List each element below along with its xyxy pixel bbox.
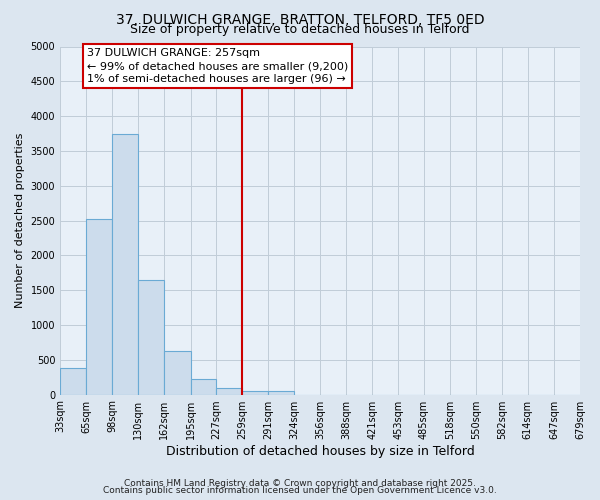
Bar <box>242 391 268 394</box>
Bar <box>112 134 138 394</box>
Bar <box>164 351 191 395</box>
Bar <box>216 388 242 394</box>
Text: 37, DULWICH GRANGE, BRATTON, TELFORD, TF5 0ED: 37, DULWICH GRANGE, BRATTON, TELFORD, TF… <box>116 12 484 26</box>
Bar <box>191 379 216 394</box>
X-axis label: Distribution of detached houses by size in Telford: Distribution of detached houses by size … <box>166 444 475 458</box>
Text: 37 DULWICH GRANGE: 257sqm
← 99% of detached houses are smaller (9,200)
1% of sem: 37 DULWICH GRANGE: 257sqm ← 99% of detac… <box>87 48 348 84</box>
Text: Contains HM Land Registry data © Crown copyright and database right 2025.: Contains HM Land Registry data © Crown c… <box>124 478 476 488</box>
Bar <box>138 280 164 394</box>
Bar <box>86 219 112 394</box>
Y-axis label: Number of detached properties: Number of detached properties <box>15 133 25 308</box>
Text: Contains public sector information licensed under the Open Government Licence v3: Contains public sector information licen… <box>103 486 497 495</box>
Text: Size of property relative to detached houses in Telford: Size of property relative to detached ho… <box>130 22 470 36</box>
Bar <box>268 391 295 394</box>
Bar <box>60 368 86 394</box>
